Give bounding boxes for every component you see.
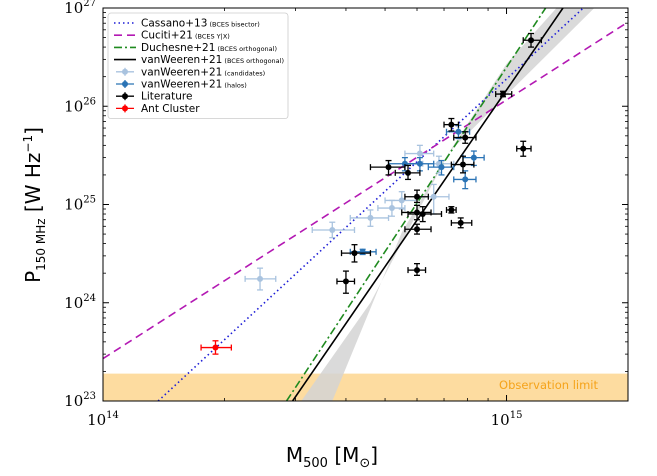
x-axis-title: M500 [M⊙]	[286, 443, 378, 471]
fit-line-0	[157, 8, 584, 401]
point-marker	[385, 164, 392, 171]
legend-marker	[122, 93, 128, 100]
legend-label-0: Cassano+13 (BCES bisector)	[141, 18, 260, 30]
point-marker	[416, 150, 423, 157]
point-marker	[414, 226, 421, 233]
data-point-s2-15	[516, 140, 532, 157]
data-point-s0-2	[349, 209, 390, 227]
point-marker	[405, 169, 412, 176]
point-marker	[414, 267, 421, 274]
point-marker	[359, 248, 366, 255]
point-marker	[367, 214, 374, 221]
point-marker	[457, 219, 464, 226]
legend-label-4: vanWeeren+21 (candidates)	[141, 66, 265, 78]
data-point-s2-9	[445, 206, 457, 214]
data-point-s2-10	[443, 117, 460, 132]
data-point-s1-5	[453, 170, 477, 190]
observation-limit-band	[103, 373, 628, 401]
legend-label-1: Cuciti+21 (BCES Y|X)	[141, 30, 230, 42]
observation-limit-fill	[103, 373, 628, 401]
svg-text:P150 MHz [W Hz−1]: P150 MHz [W Hz−1]	[21, 127, 48, 283]
x-tick-label-1: 1015	[491, 410, 523, 429]
data-point-s3-0	[200, 340, 232, 355]
data-point-s2-11	[450, 217, 473, 229]
point-marker	[351, 250, 358, 257]
point-marker	[448, 121, 455, 128]
point-marker	[499, 91, 506, 98]
confidence-band	[301, 8, 595, 401]
point-marker	[342, 278, 349, 285]
data-point-s1-3	[427, 159, 455, 176]
legend-marker	[122, 68, 128, 75]
legend-label-2: Duchesne+21 (BCES orthogonal)	[141, 42, 277, 54]
observation-limit-label: Observation limit	[499, 378, 598, 392]
legend-label-5: vanWeeren+21 (halos)	[141, 79, 247, 91]
point-marker	[388, 205, 395, 212]
data-point-s1-2	[404, 156, 435, 172]
legend: Cassano+13 (BCES bisector)Cuciti+21 (BCE…	[107, 12, 289, 119]
data-point-s2-14	[495, 90, 513, 98]
y-axis-title: P150 MHz [W Hz−1]	[21, 127, 48, 283]
fit-line-3	[291, 8, 564, 401]
legend-marker	[122, 105, 128, 112]
point-marker	[430, 193, 437, 200]
point-marker	[470, 154, 477, 161]
point-marker	[398, 197, 405, 204]
point-marker	[462, 134, 469, 141]
x-tick-label-0: 1014	[87, 410, 119, 429]
data-point-s2-16	[522, 32, 543, 48]
data-point-s2-8	[407, 206, 443, 223]
data-point-s0-4	[384, 191, 418, 210]
data-point-s2-5	[407, 263, 427, 277]
point-marker	[414, 193, 421, 200]
data-points	[200, 32, 543, 355]
point-marker	[520, 145, 527, 152]
point-marker	[212, 344, 219, 351]
data-point-s0-0	[244, 267, 277, 291]
y-tick-label-3: 1026	[64, 96, 96, 115]
data-point-s0-7	[422, 155, 455, 174]
y-tick-label-0: 1023	[64, 391, 96, 410]
legend-label-3: vanWeeren+21 (BCES orthogonal)	[141, 54, 284, 66]
fit-line-2	[285, 8, 547, 401]
data-point-s2-3	[394, 164, 421, 181]
legend-label-7: Ant Cluster	[141, 103, 200, 115]
data-point-s2-13	[453, 131, 477, 144]
point-marker	[419, 211, 426, 218]
legend-box	[107, 12, 289, 119]
y-tick-label-2: 1025	[64, 195, 96, 214]
data-point-s2-2	[369, 159, 406, 176]
svg-text:M500 [M⊙]: M500 [M⊙]	[286, 443, 378, 471]
data-point-s2-6	[404, 223, 432, 235]
point-marker	[455, 128, 462, 135]
point-marker	[462, 176, 469, 183]
point-marker	[459, 161, 466, 168]
confidence-band-fill	[301, 8, 595, 401]
data-point-s0-1	[311, 221, 356, 239]
point-marker	[438, 164, 445, 171]
data-point-s2-4	[404, 189, 429, 204]
legend-label-6: Literature	[141, 91, 192, 103]
point-marker	[329, 227, 336, 234]
data-point-s2-12	[450, 155, 475, 174]
point-marker	[416, 160, 423, 167]
y-tick-label-4: 1027	[64, 0, 96, 17]
point-marker	[257, 275, 264, 282]
fit-lines	[103, 8, 628, 401]
y-tick-label-1: 1024	[64, 293, 96, 312]
legend-marker	[122, 81, 128, 87]
data-point-s2-0	[336, 270, 356, 294]
point-marker	[448, 206, 455, 213]
point-marker	[528, 37, 535, 44]
data-point-s2-1	[340, 244, 372, 263]
axis-ticks: 1014 1015 1023 1024 1025 1026 1027	[64, 0, 629, 429]
